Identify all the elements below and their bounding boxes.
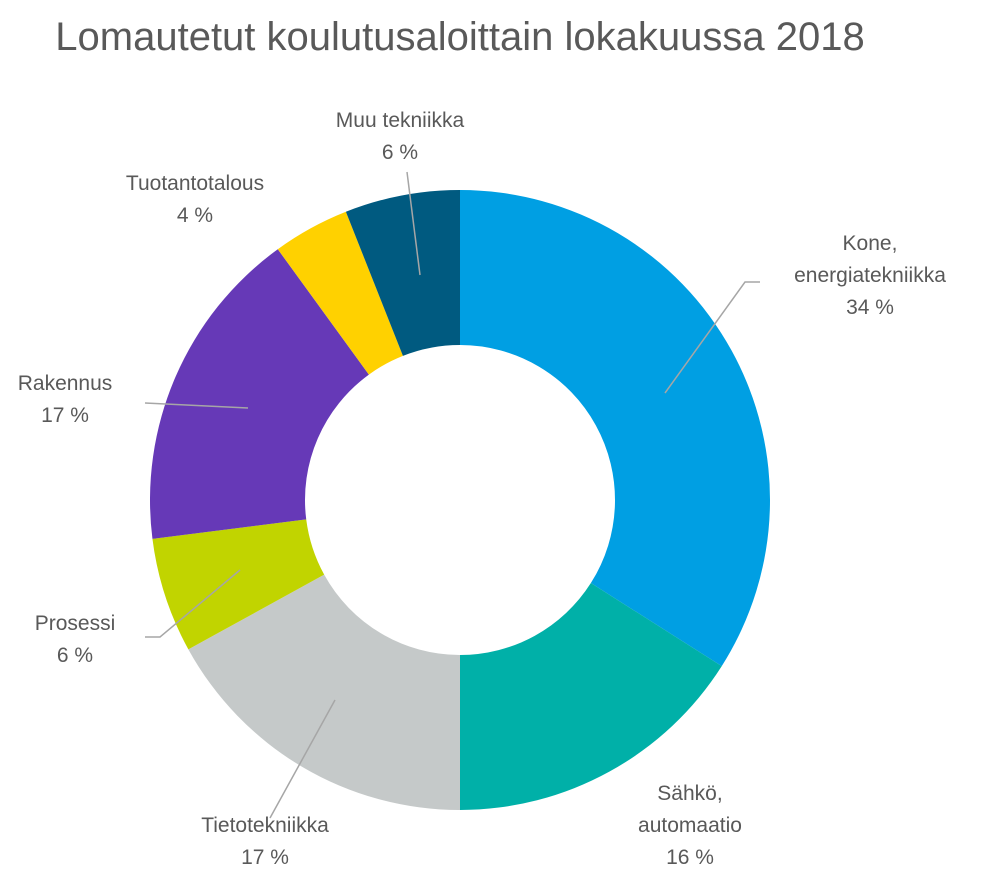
category-label: Kone, energiatekniikka — [794, 232, 946, 287]
donut-slice — [460, 190, 770, 667]
donut-slice — [150, 249, 369, 539]
leader-line — [406, 171, 421, 276]
value-label: 34 % — [846, 296, 894, 319]
chart-title: Lomautetut koulutusaloittain lokakuussa … — [55, 15, 865, 59]
value-label: 4 % — [176, 204, 214, 227]
data-label: Sähkö, automaatio 16 % — [615, 778, 765, 874]
category-label: Tuotantotalous — [125, 172, 265, 195]
value-label: 6 % — [381, 141, 419, 164]
data-label: Tietotekniikka 17 % — [165, 810, 365, 874]
donut-slice — [277, 211, 403, 375]
donut-slice — [152, 519, 325, 650]
data-label: Tuotantotalous 4 % — [105, 168, 285, 232]
category-label: Tietotekniikka — [201, 814, 329, 837]
donut-slice — [188, 574, 461, 810]
leader-line — [269, 699, 336, 819]
value-label: 6 % — [56, 644, 94, 667]
category-label: Sähkö, automaatio — [638, 782, 742, 837]
data-label: Prosessi 6 % — [15, 608, 135, 672]
data-label: Muu tekniikka 6 % — [310, 105, 490, 169]
value-label: 17 % — [41, 404, 89, 427]
value-label: 16 % — [666, 846, 714, 869]
data-label: Kone, energiatekniikka 34 % — [765, 228, 975, 324]
category-label: Rakennus — [17, 372, 113, 395]
category-label: Muu tekniikka — [335, 109, 465, 132]
data-label: Rakennus 17 % — [5, 368, 125, 432]
category-label: Prosessi — [34, 612, 116, 635]
donut-slice — [460, 583, 722, 810]
donut-slice — [345, 190, 460, 356]
value-label: 17 % — [241, 846, 289, 869]
leader-line — [144, 402, 249, 409]
leader-line — [664, 281, 760, 394]
leader-line — [145, 569, 241, 638]
